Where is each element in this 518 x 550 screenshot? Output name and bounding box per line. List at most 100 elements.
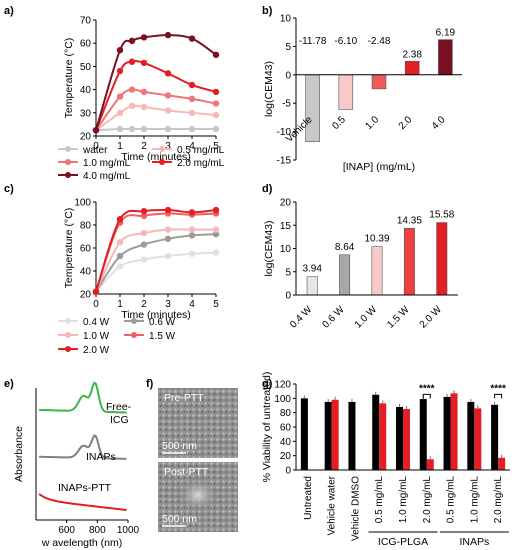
panel-c-data-point [140, 256, 148, 263]
panel-b-value-label: -11.78 [299, 36, 327, 47]
panel-g-y-tick-label: 0 [285, 466, 291, 477]
panel-a-legend-label: 4.0 mg/mL [83, 171, 131, 182]
panel-b-category-label: 1.0 [364, 114, 382, 132]
panel-g-bar [379, 403, 387, 470]
panel-b-bar [305, 74, 320, 143]
sem-pre-image [158, 388, 238, 458]
panel-c-x-tick-label: 3 [165, 299, 171, 310]
panel-a-y-tick-label: 20 [80, 132, 92, 143]
panel-c-y-tick-label: 80 [80, 221, 92, 232]
panel-e-series-line-2 [38, 493, 127, 511]
panel-a-data-point [164, 70, 172, 77]
panel-c-y-tick-label: 100 [74, 198, 91, 209]
panel-b-bar [438, 39, 453, 76]
panel-a-data-point [164, 107, 172, 114]
panel-g-bar [426, 459, 434, 470]
panel-b-y-tick-label: -5 [282, 99, 291, 110]
panel-a-data-point [128, 37, 136, 45]
panel-e-series-label: INAPs-PTT [58, 482, 112, 494]
panel-c-data-point [116, 252, 124, 260]
panel-g-y-tick-label: 100 [274, 394, 291, 405]
panel-e-series-line-0 [39, 381, 127, 414]
panel-g-bar [348, 401, 356, 470]
panel-d-bar [339, 254, 351, 296]
panel-g-bar [396, 406, 403, 470]
panel-a-data-point [140, 59, 148, 67]
panel-a-legend-label: water [82, 145, 108, 156]
panel-g-bar [372, 394, 380, 470]
panel-a-data-point [116, 125, 124, 133]
panel-e-x-tick-label: 1000 [117, 525, 140, 536]
panel-c-legend-label: 1.0 W [83, 331, 110, 342]
panel-d-category-label: 1.0 W [353, 304, 380, 331]
panel-g-bar [450, 393, 458, 470]
panel-a-x-axis-label: Time (minutes) [121, 151, 191, 163]
panel-a-series-line-2 [95, 88, 217, 131]
panel-e-series-label: ICG [110, 414, 129, 426]
panel-g-y-axis-label: % Viability of untreated) [261, 372, 273, 483]
panel-c-x-axis-label: Time (minutes) [121, 309, 191, 321]
panel-d-y-tick-label: 5 [285, 267, 291, 278]
panel-b-value-label: -2.48 [368, 36, 391, 47]
panel-a-data-point [140, 103, 148, 111]
panel-c-series-line-1 [95, 233, 217, 293]
panel-g-category-label: 1.0 mg/mL [398, 476, 409, 524]
panel-b-bar [371, 74, 387, 90]
sem-post-label: Post-PTT [164, 466, 209, 478]
panel-g-significance-bracket [422, 393, 431, 399]
panel-a-data-point [128, 125, 136, 133]
panel-d-category-label: 1.5 W [385, 304, 412, 331]
panel-b-y-tick-label: 10 [280, 14, 292, 25]
panel-c-data-point [188, 250, 196, 257]
panel-a-x-tick-label: 5 [213, 141, 219, 152]
panel-c-data-point [164, 235, 172, 242]
panel-b-value-label: 6.19 [436, 28, 456, 39]
panel-c-legend-label: 1.5 W [149, 331, 176, 342]
panel-a-legend-marker [65, 172, 71, 178]
panel-a-y-tick-label: 70 [80, 16, 92, 27]
panel-a-legend-marker [65, 146, 71, 152]
panel-a-data-point [116, 93, 124, 100]
panel-g-group-label: INAPs [459, 536, 489, 548]
panel-d-y-tick-label: 10 [280, 244, 292, 255]
panel-d-category-label: 2.0 W [418, 304, 445, 331]
panel-c-y-axis-label: Temperature (°C) [63, 208, 75, 289]
panel-c-legend-marker [131, 332, 137, 338]
panel-g-significance-bracket [494, 393, 503, 399]
panel-b-y-tick-label: 0 [285, 70, 291, 81]
panel-g-bar [443, 396, 451, 470]
panel-b-value-label: 2.38 [402, 49, 422, 60]
panel-a-data-point [212, 100, 220, 107]
panel-a-data-point [188, 35, 196, 42]
sem-pre-label: Pre-PTT [164, 392, 204, 404]
panel-a-data-point [212, 111, 220, 119]
panel-a-data-point [128, 102, 136, 110]
panel-g-category-label: Vehicle water [327, 475, 338, 535]
panel-c-y-tick-label: 40 [80, 267, 92, 278]
panel-c-chart: 20 40 60 80 100 0 1 2 3 4 5 Time (minutes) Temperatu… [58, 198, 220, 356]
panel-a-data-point [128, 86, 136, 93]
panel-label-f: f) [146, 378, 154, 390]
panel-c-data-point [212, 226, 220, 233]
panel-d-bar [403, 227, 415, 296]
panel-a-data-point [188, 95, 196, 103]
panel-b-y-tick-label: -15 [277, 156, 292, 167]
panel-g-y-tick-label: 60 [280, 423, 292, 434]
panel-g-category-label: Untreated [303, 476, 314, 520]
panel-b-x-axis-label: [INAP] (mg/mL) [343, 161, 415, 173]
panel-d-bar [306, 276, 318, 296]
panel-c-x-tick-label: 1 [117, 299, 123, 310]
panel-g-category-label: 1.0 mg/mL [469, 476, 480, 524]
panel-c-x-tick-label: 2 [141, 299, 147, 310]
panel-g-bar [403, 409, 410, 470]
panel-b-y-tick-label: 5 [285, 42, 291, 53]
panel-e-x-tick-label: 600 [58, 525, 75, 536]
panel-g-bar [474, 408, 482, 470]
panel-c-legend-marker [131, 318, 137, 324]
panel-a-legend-label: 2.0 mg/mL [177, 158, 225, 169]
panel-label-c: c) [4, 183, 14, 195]
panel-label-d: d) [262, 183, 273, 195]
panel-a-data-point [140, 34, 148, 41]
sem-post-scale-label: 500 nm [162, 513, 197, 525]
